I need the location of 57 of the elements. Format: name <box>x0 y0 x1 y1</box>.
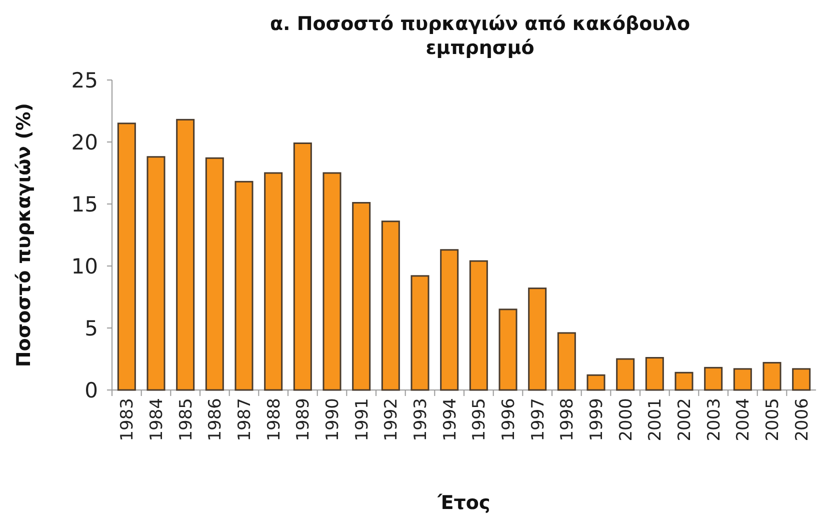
bar <box>264 172 283 391</box>
y-tick-label: 25 <box>71 68 98 92</box>
bar <box>117 122 136 391</box>
chart-title: α. Ποσοστό πυρκαγιών από κακόβουλο εμπρησμό <box>270 13 690 59</box>
x-tick-label: 1987 <box>234 398 255 442</box>
bar <box>381 220 400 391</box>
bar <box>528 288 547 391</box>
bar <box>733 368 752 391</box>
bar <box>293 142 312 391</box>
bar <box>146 156 166 391</box>
x-axis-title: Έτος <box>436 492 490 514</box>
bar <box>674 372 694 391</box>
x-tick-label: 1991 <box>352 398 372 442</box>
y-tick-label: 5 <box>84 316 98 340</box>
x-tick-label: 2006 <box>792 398 812 442</box>
bar <box>234 180 254 391</box>
x-tick-label: 1990 <box>322 398 343 442</box>
bar <box>498 308 518 391</box>
x-tick-label: 2003 <box>704 398 724 442</box>
bar <box>440 249 459 391</box>
x-tick-label: 2000 <box>616 398 636 442</box>
bar <box>704 366 723 391</box>
bar <box>410 275 430 391</box>
x-tick-label: 2002 <box>674 398 695 442</box>
x-tick-label: 1998 <box>558 398 578 442</box>
bar <box>322 172 342 391</box>
x-tick-label: 1989 <box>294 398 314 442</box>
y-tick-label: 20 <box>71 130 98 154</box>
x-tick-label: 1995 <box>470 398 490 442</box>
x-tick-label: 1985 <box>176 398 196 442</box>
x-tick-label: 1994 <box>440 398 460 442</box>
bar <box>176 118 195 391</box>
x-tick-label: 2001 <box>646 398 666 442</box>
y-tick-label: 0 <box>84 378 98 402</box>
bar <box>762 362 782 391</box>
x-tick-label: 1992 <box>382 398 402 442</box>
x-tick-label: 1999 <box>586 398 607 442</box>
bar <box>352 202 371 391</box>
x-tick-label: 1983 <box>118 398 138 442</box>
y-tick-label: 10 <box>71 254 98 278</box>
x-tick-label: 2005 <box>762 398 783 442</box>
bar <box>645 357 664 391</box>
bar <box>616 358 635 391</box>
bar <box>792 368 811 391</box>
x-tick-label: 1984 <box>146 398 167 442</box>
x-tick-label: 1986 <box>206 398 226 442</box>
bar <box>557 332 576 391</box>
bar <box>469 260 488 391</box>
bar <box>586 374 606 391</box>
y-tick-label: 15 <box>71 192 98 216</box>
x-tick-label: 1988 <box>264 398 284 442</box>
x-tick-label: 1996 <box>498 398 519 442</box>
x-tick-label: 1993 <box>410 398 431 442</box>
x-tick-label: 2004 <box>734 398 754 442</box>
y-axis-title: Ποσοστό πυρκαγιών (%) <box>13 102 35 368</box>
x-tick-label: 1997 <box>528 398 548 442</box>
bar <box>205 157 224 391</box>
